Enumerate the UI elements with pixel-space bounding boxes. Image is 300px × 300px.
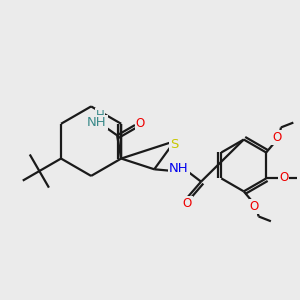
Text: O: O <box>279 171 289 184</box>
Text: O: O <box>272 131 282 144</box>
Text: NH: NH <box>169 162 188 175</box>
Text: S: S <box>170 138 179 151</box>
Text: O: O <box>250 200 259 213</box>
Text: O: O <box>136 117 145 130</box>
Text: O: O <box>183 197 192 210</box>
Text: H: H <box>96 109 104 122</box>
Text: NH: NH <box>87 116 107 129</box>
